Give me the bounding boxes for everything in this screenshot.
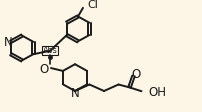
Text: N: N [4, 36, 13, 49]
Text: O: O [39, 62, 48, 75]
Text: OH: OH [148, 86, 166, 99]
Text: Abs: Abs [42, 46, 57, 55]
Text: N: N [70, 87, 79, 100]
Text: Cl: Cl [87, 0, 97, 10]
Text: O: O [130, 68, 139, 81]
FancyBboxPatch shape [41, 46, 58, 55]
